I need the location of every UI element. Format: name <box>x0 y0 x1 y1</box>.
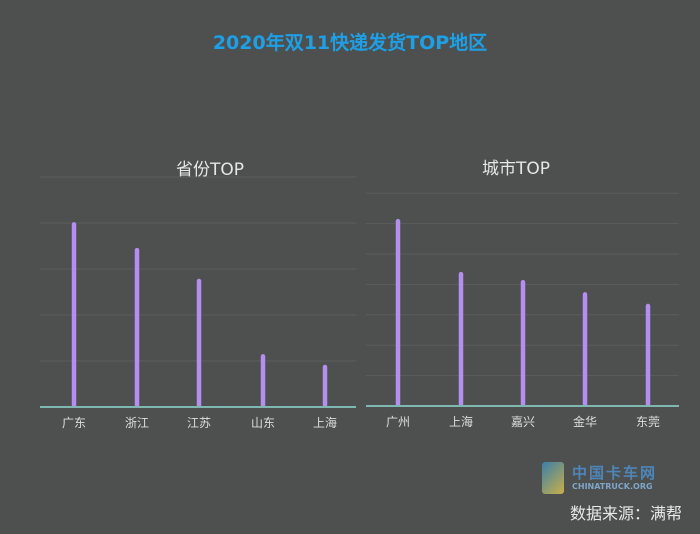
logo-en-text: CHINATRUCK.ORG <box>572 482 653 491</box>
logo-cn-text: 中国卡车网 <box>572 464 658 482</box>
x-tick-label: 广东 <box>62 416 86 430</box>
x-tick-label: 山东 <box>251 416 275 430</box>
x-tick-label: 东莞 <box>636 415 660 429</box>
chart-title: 省份TOP <box>176 160 244 180</box>
x-tick-label: 广州 <box>386 415 410 429</box>
x-tick-label: 江苏 <box>187 416 211 430</box>
x-tick-label: 浙江 <box>125 416 149 430</box>
watermark-logo: 中国卡车网 CHINATRUCK.ORG <box>542 460 672 500</box>
x-tick-label: 上海 <box>313 415 337 430</box>
x-tick-label: 金华 <box>573 414 597 429</box>
page-title: 2020年双11快递发货TOP地区 <box>212 32 488 54</box>
chart-title: 城市TOP <box>482 159 550 179</box>
x-tick-label: 上海 <box>449 414 473 429</box>
data-source: 数据来源：满帮 <box>569 504 682 523</box>
logo-cube-icon <box>542 462 564 494</box>
x-tick-label: 嘉兴 <box>511 415 535 429</box>
